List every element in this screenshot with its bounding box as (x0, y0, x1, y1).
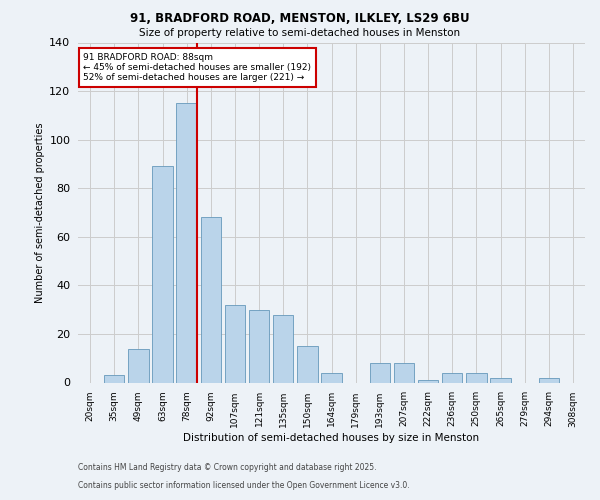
Y-axis label: Number of semi-detached properties: Number of semi-detached properties (35, 122, 45, 302)
Bar (224, 305, 245, 382)
Bar (249, 310, 269, 382)
Text: 91, BRADFORD ROAD, MENSTON, ILKLEY, LS29 6BU: 91, BRADFORD ROAD, MENSTON, ILKLEY, LS29… (130, 12, 470, 26)
Bar (128, 348, 149, 382)
Text: Contains HM Land Registry data © Crown copyright and database right 2025.: Contains HM Land Registry data © Crown c… (78, 464, 377, 472)
Bar (297, 346, 317, 383)
Text: Contains public sector information licensed under the Open Government Licence v3: Contains public sector information licen… (78, 481, 410, 490)
Bar (200, 218, 221, 382)
Bar (442, 373, 463, 382)
Bar (104, 375, 124, 382)
Bar (418, 380, 439, 382)
Text: 91 BRADFORD ROAD: 88sqm
← 45% of semi-detached houses are smaller (192)
52% of s: 91 BRADFORD ROAD: 88sqm ← 45% of semi-de… (83, 52, 311, 82)
Bar (466, 373, 487, 382)
X-axis label: Distribution of semi-detached houses by size in Menston: Distribution of semi-detached houses by … (184, 434, 479, 444)
Bar (176, 103, 197, 382)
Bar (273, 314, 293, 382)
Bar (370, 363, 390, 382)
Bar (539, 378, 559, 382)
Bar (490, 378, 511, 382)
Text: Size of property relative to semi-detached houses in Menston: Size of property relative to semi-detach… (139, 28, 461, 38)
Bar (394, 363, 414, 382)
Bar (321, 373, 342, 382)
Bar (152, 166, 173, 382)
